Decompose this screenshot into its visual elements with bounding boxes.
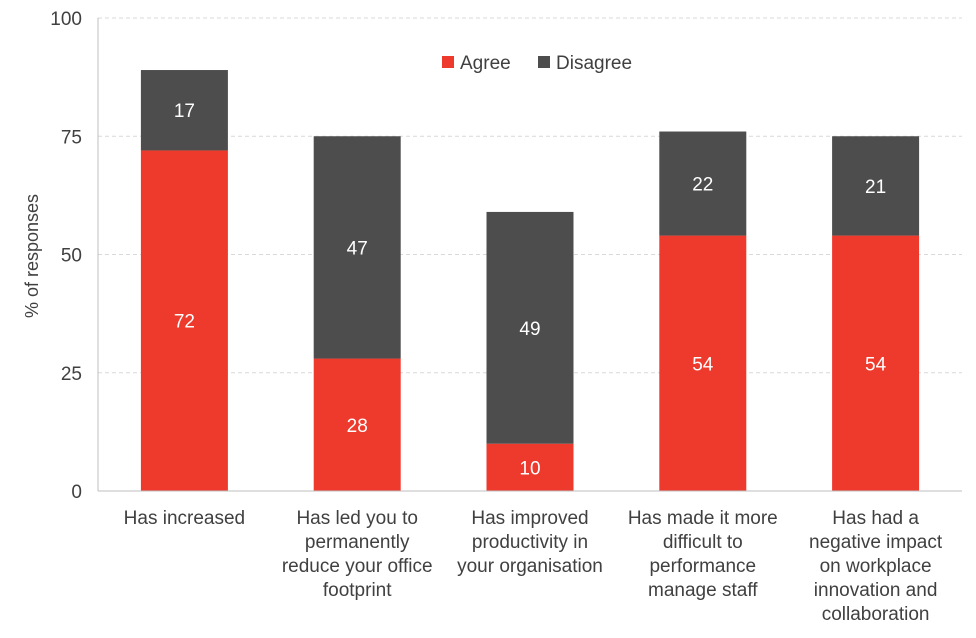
data-label: 54 bbox=[865, 354, 887, 375]
category-label-line: reduce your office bbox=[282, 556, 433, 577]
y-tick-label: 0 bbox=[71, 482, 82, 503]
category-label-line: your organisation bbox=[457, 556, 603, 577]
legend-label-agree: Agree bbox=[460, 53, 511, 74]
category-label: Has increased bbox=[124, 508, 245, 529]
data-label: 10 bbox=[519, 458, 540, 479]
category-label-line: performance bbox=[649, 556, 756, 577]
data-label: 72 bbox=[174, 312, 195, 333]
category-label-line: Has improved bbox=[471, 508, 588, 529]
y-tick-label: 50 bbox=[61, 246, 82, 267]
category-label-line: on workplace bbox=[820, 556, 932, 577]
bar-agree bbox=[832, 235, 920, 491]
data-label: 54 bbox=[692, 354, 714, 375]
legend: Agree Disagree bbox=[442, 53, 632, 74]
bar-agree bbox=[486, 443, 574, 491]
y-tick-label: 100 bbox=[50, 9, 82, 30]
legend-label-disagree: Disagree bbox=[556, 53, 632, 74]
bar-disagree bbox=[140, 70, 228, 151]
axes: 0 25 50 75 100 Has increased Has led you to per… bbox=[50, 9, 962, 625]
category-label-line: permanently bbox=[305, 532, 410, 553]
category-label-line: Has made it more bbox=[628, 508, 778, 529]
data-label: 21 bbox=[865, 177, 886, 198]
data-label: 17 bbox=[174, 101, 195, 122]
category-label-line: manage staff bbox=[648, 580, 758, 601]
category-label: Has made it more difficult to performance m… bbox=[628, 508, 778, 601]
bar-disagree bbox=[659, 131, 747, 236]
category-label-line: Has led you to bbox=[296, 508, 417, 529]
category-label-line: Has increased bbox=[124, 508, 245, 529]
category-label-line: innovation and bbox=[814, 580, 938, 601]
bar-agree bbox=[140, 150, 228, 491]
category-label-line: difficult to bbox=[663, 532, 743, 553]
category-label-line: negative impact bbox=[809, 532, 943, 553]
bar-agree bbox=[659, 235, 747, 491]
legend-swatch-agree bbox=[442, 56, 454, 68]
category-label-line: collaboration bbox=[822, 604, 930, 625]
bars bbox=[140, 70, 920, 491]
bar-disagree bbox=[832, 136, 920, 236]
data-label: 47 bbox=[347, 238, 368, 259]
category-label-line: productivity in bbox=[472, 532, 588, 553]
category-label: Has improved productivity in your organisa… bbox=[457, 508, 603, 577]
data-label: 49 bbox=[519, 319, 540, 340]
gridlines bbox=[98, 17, 962, 374]
data-label: 22 bbox=[692, 175, 713, 196]
data-label: 28 bbox=[347, 416, 368, 437]
bar-agree bbox=[313, 358, 401, 491]
y-axis-title: % of responses bbox=[22, 194, 42, 318]
category-label: Has had a negative impact on workplace inno… bbox=[809, 508, 943, 625]
data-labels: 72 17 28 47 10 49 54 22 54 21 bbox=[174, 101, 887, 479]
y-tick-label: 75 bbox=[61, 127, 82, 148]
bar-disagree bbox=[313, 136, 401, 359]
category-label-line: Has had a bbox=[832, 508, 919, 529]
bar-disagree bbox=[486, 211, 574, 444]
legend-swatch-disagree bbox=[538, 56, 550, 68]
category-label-line: footprint bbox=[323, 580, 392, 601]
y-tick-label: 25 bbox=[61, 364, 82, 385]
category-label: Has led you to permanently reduce your off… bbox=[282, 508, 433, 601]
